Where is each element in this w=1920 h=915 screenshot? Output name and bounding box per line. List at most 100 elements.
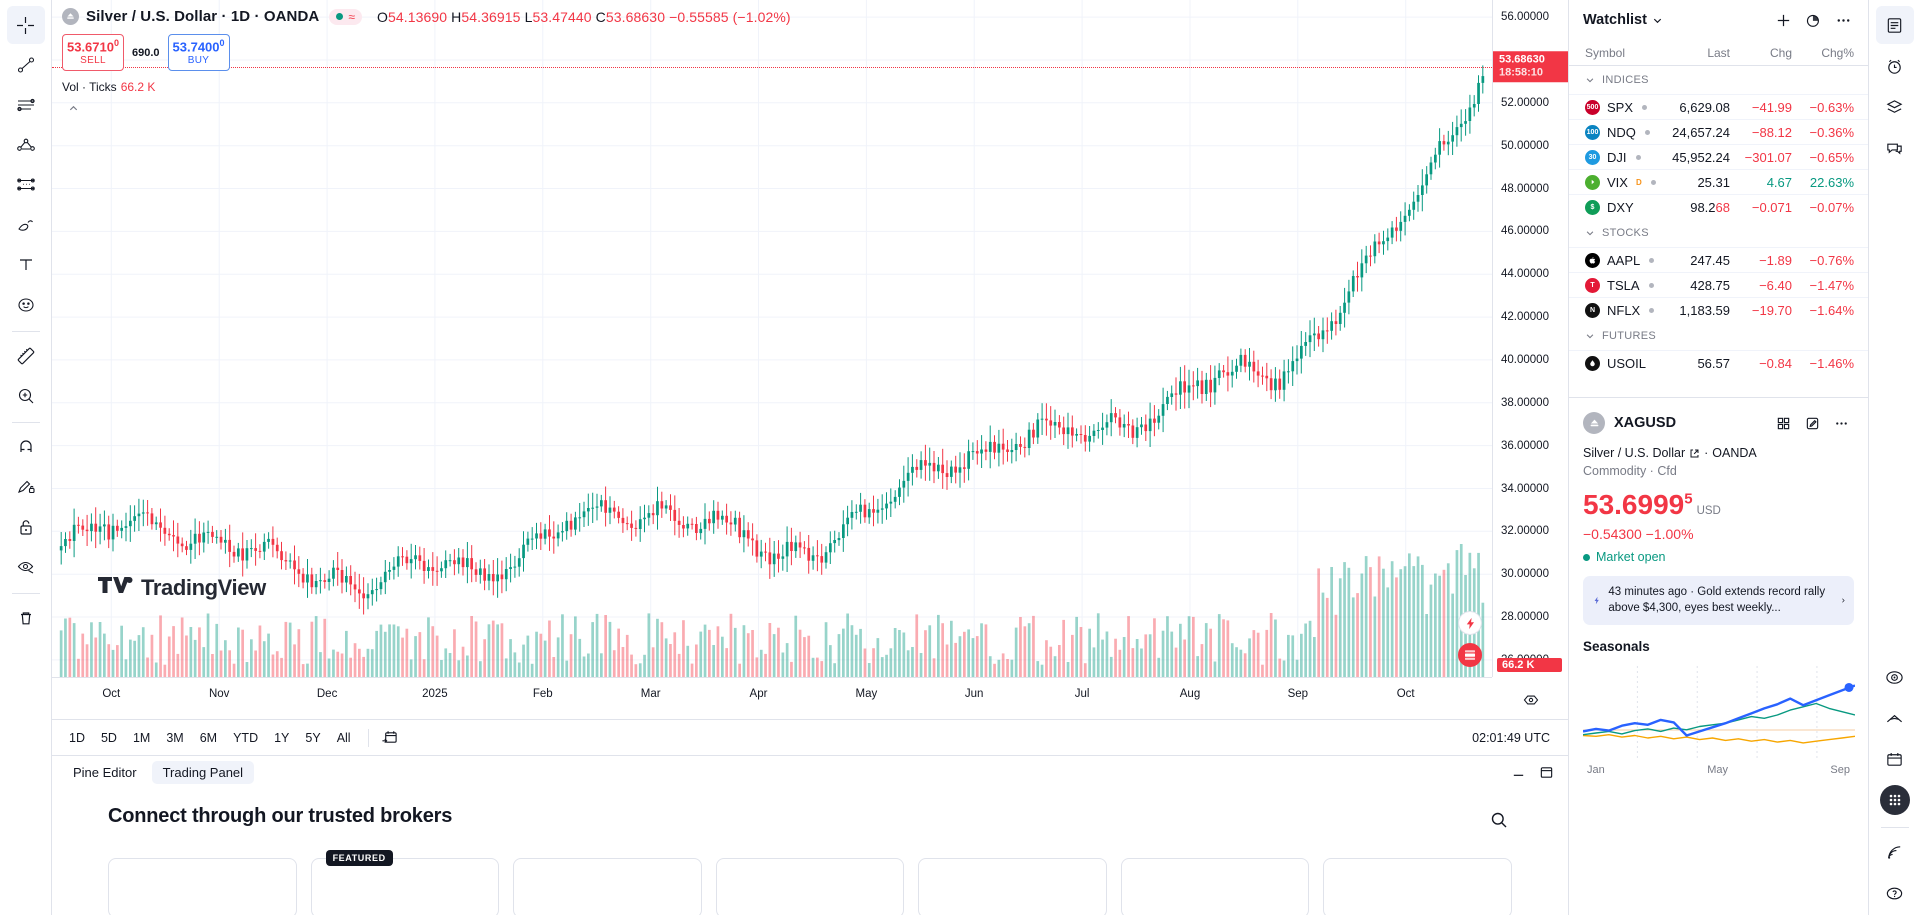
broadcast-icon[interactable] [1876,833,1914,871]
watchlist-symbol-cell: N NFLX [1585,302,1656,318]
market-state-pill[interactable]: ≈ [329,8,362,25]
price-scale-eye-icon[interactable] [1523,694,1538,709]
buy-label: BUY [187,55,210,67]
watchlist-list[interactable]: INDICES 500 SPX 6,629.08 −41.99 −0.63% 100 NDQ 2… [1569,66,1868,398]
watchlist-row-vix[interactable]: VIX D 25.31 4.67 22.63% [1569,169,1868,194]
bottom-panel-actions[interactable] [1506,760,1558,784]
watchlist-panel-icon[interactable] [1875,6,1914,44]
hotlist-icon[interactable] [1876,699,1914,737]
drawing-mode-icon[interactable] [7,468,45,506]
ideas-icon[interactable] [1876,658,1914,696]
watchlist-row-spx[interactable]: 500 SPX 6,629.08 −41.99 −0.63% [1569,94,1868,119]
news-item[interactable]: 43 minutes ago · Gold extends record ral… [1583,576,1854,626]
grid-view-icon[interactable] [1770,410,1796,436]
zoom-in-icon[interactable] [7,377,45,415]
watchlist-row-usoil[interactable]: USOIL 56.57 −0.84 −1.46% [1569,350,1868,375]
watchlist-group-futures[interactable]: FUTURES [1569,322,1868,350]
emoji-icon[interactable] [7,286,45,324]
crosshair-icon[interactable] [6,6,45,44]
timeframe-all[interactable]: All [336,730,351,745]
data-window-icon[interactable] [1876,88,1914,126]
maximize-icon[interactable] [1534,760,1558,784]
broker-card[interactable] [1323,857,1513,915]
chart-plot[interactable]: TradingView [52,0,1492,677]
chevron-right-icon[interactable] [1840,595,1846,606]
watchlist-row-dji[interactable]: 30 DJI 45,952.24 −301.07 −0.65% [1569,144,1868,169]
edit-icon[interactable] [1799,410,1825,436]
text-icon[interactable] [7,246,45,284]
lock-drawings-icon[interactable] [7,508,45,546]
brush-icon[interactable] [7,206,45,244]
watchlist-group-indices[interactable]: INDICES [1569,66,1868,94]
broker-card[interactable] [918,857,1107,915]
timeframe-1d[interactable]: 1D [69,730,85,745]
watchlist-row-aapl[interactable]: AAPL 247.45 −1.89 −0.76% [1569,247,1868,272]
pie-chart-icon[interactable] [1800,7,1826,33]
alerts-icon[interactable] [1876,47,1914,85]
broker-card-row[interactable]: FEATURED [108,849,1513,915]
timeframe-5y[interactable]: 5Y [305,730,321,745]
watchlist-symbol-cell: 500 SPX [1585,99,1656,115]
help-icon[interactable] [1876,874,1914,912]
buy-button[interactable]: 53.74000 BUY [167,34,230,72]
minimize-icon[interactable] [1506,760,1530,784]
buy-sell-quick-icon[interactable] [1458,643,1482,668]
pitchfork-icon[interactable] [7,126,45,164]
timeframe-ytd[interactable]: YTD [233,730,259,745]
watchlist-title[interactable]: Watchlist [1583,12,1663,28]
timeframe-1y[interactable]: 1Y [274,730,290,745]
measure-ruler-icon[interactable] [7,337,45,375]
watchlist-actions[interactable] [1770,7,1856,33]
watchlist-group-stocks[interactable]: STOCKS [1569,219,1868,247]
volume-legend[interactable]: Vol · Ticks 66.2 K [62,80,791,94]
timeframe-1m[interactable]: 1M [132,730,151,745]
price-scale[interactable]: 56.0000054.0000052.0000050.0000048.00000… [1492,0,1568,705]
watchlist-change: −6.40 [1759,277,1792,293]
timeframe-6m[interactable]: 6M [199,730,218,745]
more-horizontal-icon[interactable] [1828,410,1854,436]
broker-card[interactable] [513,857,702,915]
ndq-logo-icon: 100 [1585,124,1600,140]
fib-retracement-icon[interactable] [7,166,45,204]
watchlist-change: 4.67 [1766,174,1792,190]
external-link-icon[interactable] [1689,448,1700,459]
watchlist-row-ndq[interactable]: 100 NDQ 24,657.24 −88.12 −0.36% [1569,119,1868,144]
bottom-panel-tabs[interactable]: Pine Editor Trading Panel [52,756,1568,789]
tab-pine-editor[interactable]: Pine Editor [73,764,137,780]
watchlist-row-dxy[interactable]: $ DXY 98.268 −0.071 −0.07% [1569,194,1868,219]
magnet-icon[interactable] [7,428,45,466]
drawing-toolbar[interactable] [0,0,52,915]
calendar-icon[interactable] [1876,740,1914,778]
seasonals-chart[interactable] [1582,662,1856,762]
timeframe-5d[interactable]: 5D [100,730,117,745]
trade-buttons[interactable]: 53.67100 SELL 690.0 53.74000 BUY [62,34,791,72]
watchlist-row-tsla[interactable]: T TSLA 428.75 −6.40 −1.47% [1569,272,1868,297]
search-icon[interactable] [1486,807,1512,833]
timeframe-3m[interactable]: 3M [166,730,184,745]
remove-drawings-icon[interactable] [7,599,45,637]
collapse-legend-icon[interactable] [62,100,84,117]
watchlist-row-nflx[interactable]: N NFLX 1,183.59 −19.70 −1.64% [1569,297,1868,322]
trend-line-icon[interactable] [7,46,45,84]
alert-quick-icon[interactable] [1458,611,1482,636]
broker-card[interactable] [108,857,297,915]
timeframe-bar[interactable]: 1D 5D 1M 3M 6M YTD 1Y 5Y All 02:01:49 UT… [52,720,1568,756]
chart-area[interactable]: TradingView Silver / U.S. Dollar · 1D · … [52,0,1568,721]
time-scale[interactable]: Oct Nov Dec 2025 Feb Mar Apr May Jun Jul Aug Sep Oct [52,677,1492,720]
sell-button[interactable]: 53.67100 SELL [62,34,124,72]
broker-card[interactable] [1120,857,1310,915]
hide-drawings-icon[interactable] [7,548,45,586]
price-axis-tick: 56.00000 [1501,11,1549,24]
date-range-icon[interactable] [377,726,403,750]
chat-icon[interactable] [1876,129,1914,167]
horizontal-lines-icon[interactable] [7,86,45,124]
broker-card-featured[interactable]: FEATURED [310,849,500,915]
more-horizontal-icon[interactable] [1830,7,1856,33]
apps-grid-icon[interactable] [1876,781,1914,819]
broker-card[interactable] [715,857,905,915]
right-icon-rail[interactable] [1868,0,1920,915]
vix-logo-icon [1585,174,1600,190]
tab-trading-panel[interactable]: Trading Panel [151,760,255,784]
symbol-detail-actions[interactable] [1770,410,1854,436]
plus-icon[interactable] [1770,7,1796,33]
